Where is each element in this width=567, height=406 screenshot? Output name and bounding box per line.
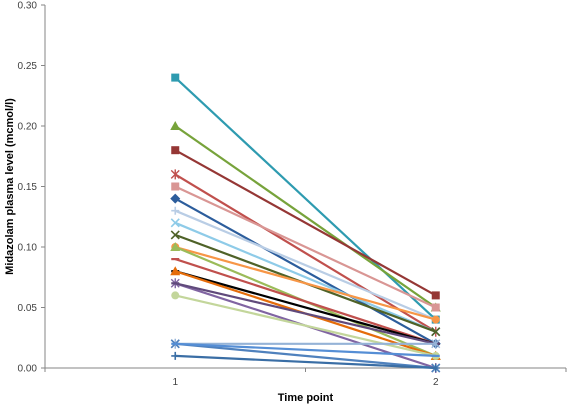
x-tick-label: 1 (172, 377, 178, 388)
x-tick-label: 2 (433, 377, 439, 388)
data-point (431, 315, 440, 324)
data-point (431, 338, 441, 349)
series-line (175, 354, 436, 370)
series-1 (171, 73, 440, 324)
series-line (175, 342, 436, 357)
y-tick-label: 0.25 (18, 61, 38, 72)
series-line (175, 342, 436, 370)
series-layer (170, 73, 441, 373)
series-7 (171, 206, 440, 324)
series-4 (170, 169, 441, 337)
y-tick-label: 0.00 (18, 364, 38, 375)
series-line (174, 76, 437, 321)
data-point (431, 327, 441, 337)
data-point (431, 364, 440, 372)
series-5 (171, 182, 440, 312)
data-point (171, 291, 180, 300)
series-line (174, 173, 437, 333)
series-16 (171, 282, 440, 345)
data-point (170, 218, 180, 228)
data-point (171, 182, 180, 191)
series-line (174, 258, 437, 345)
data-point (171, 146, 180, 155)
data-point (170, 121, 181, 130)
data-point (171, 73, 180, 82)
data-point (170, 193, 181, 204)
series-line (174, 245, 437, 321)
series-3 (171, 146, 440, 300)
series-20 (171, 342, 440, 357)
y-tick-label: 0.15 (18, 182, 38, 193)
data-point (171, 351, 180, 360)
data-point (170, 242, 181, 251)
series-line (174, 185, 437, 309)
y-tick-label: 0.05 (18, 303, 38, 314)
series-line (174, 221, 437, 333)
series-line (174, 209, 437, 321)
series-line (174, 270, 437, 345)
data-point (431, 303, 440, 312)
series-line (175, 282, 436, 345)
series-line (174, 125, 437, 309)
x-axis-title: Time point (278, 392, 334, 404)
series-line (175, 294, 436, 357)
y-tick-label: 0.30 (18, 1, 38, 12)
y-axis-title: Midazolam plasma level (mcmol/l) (4, 98, 16, 275)
y-tick-label: 0.10 (18, 243, 38, 254)
series-21 (171, 351, 440, 372)
data-point (170, 230, 180, 240)
data-point (171, 206, 180, 215)
series-line (174, 149, 437, 297)
y-ticks: 0.00 0.05 0.10 0.15 0.20 0.25 0.30 (18, 1, 45, 375)
series-line (174, 197, 437, 345)
data-point (170, 266, 181, 276)
y-tick-label: 0.20 (18, 122, 38, 133)
data-point (431, 291, 440, 300)
data-point (170, 169, 180, 180)
